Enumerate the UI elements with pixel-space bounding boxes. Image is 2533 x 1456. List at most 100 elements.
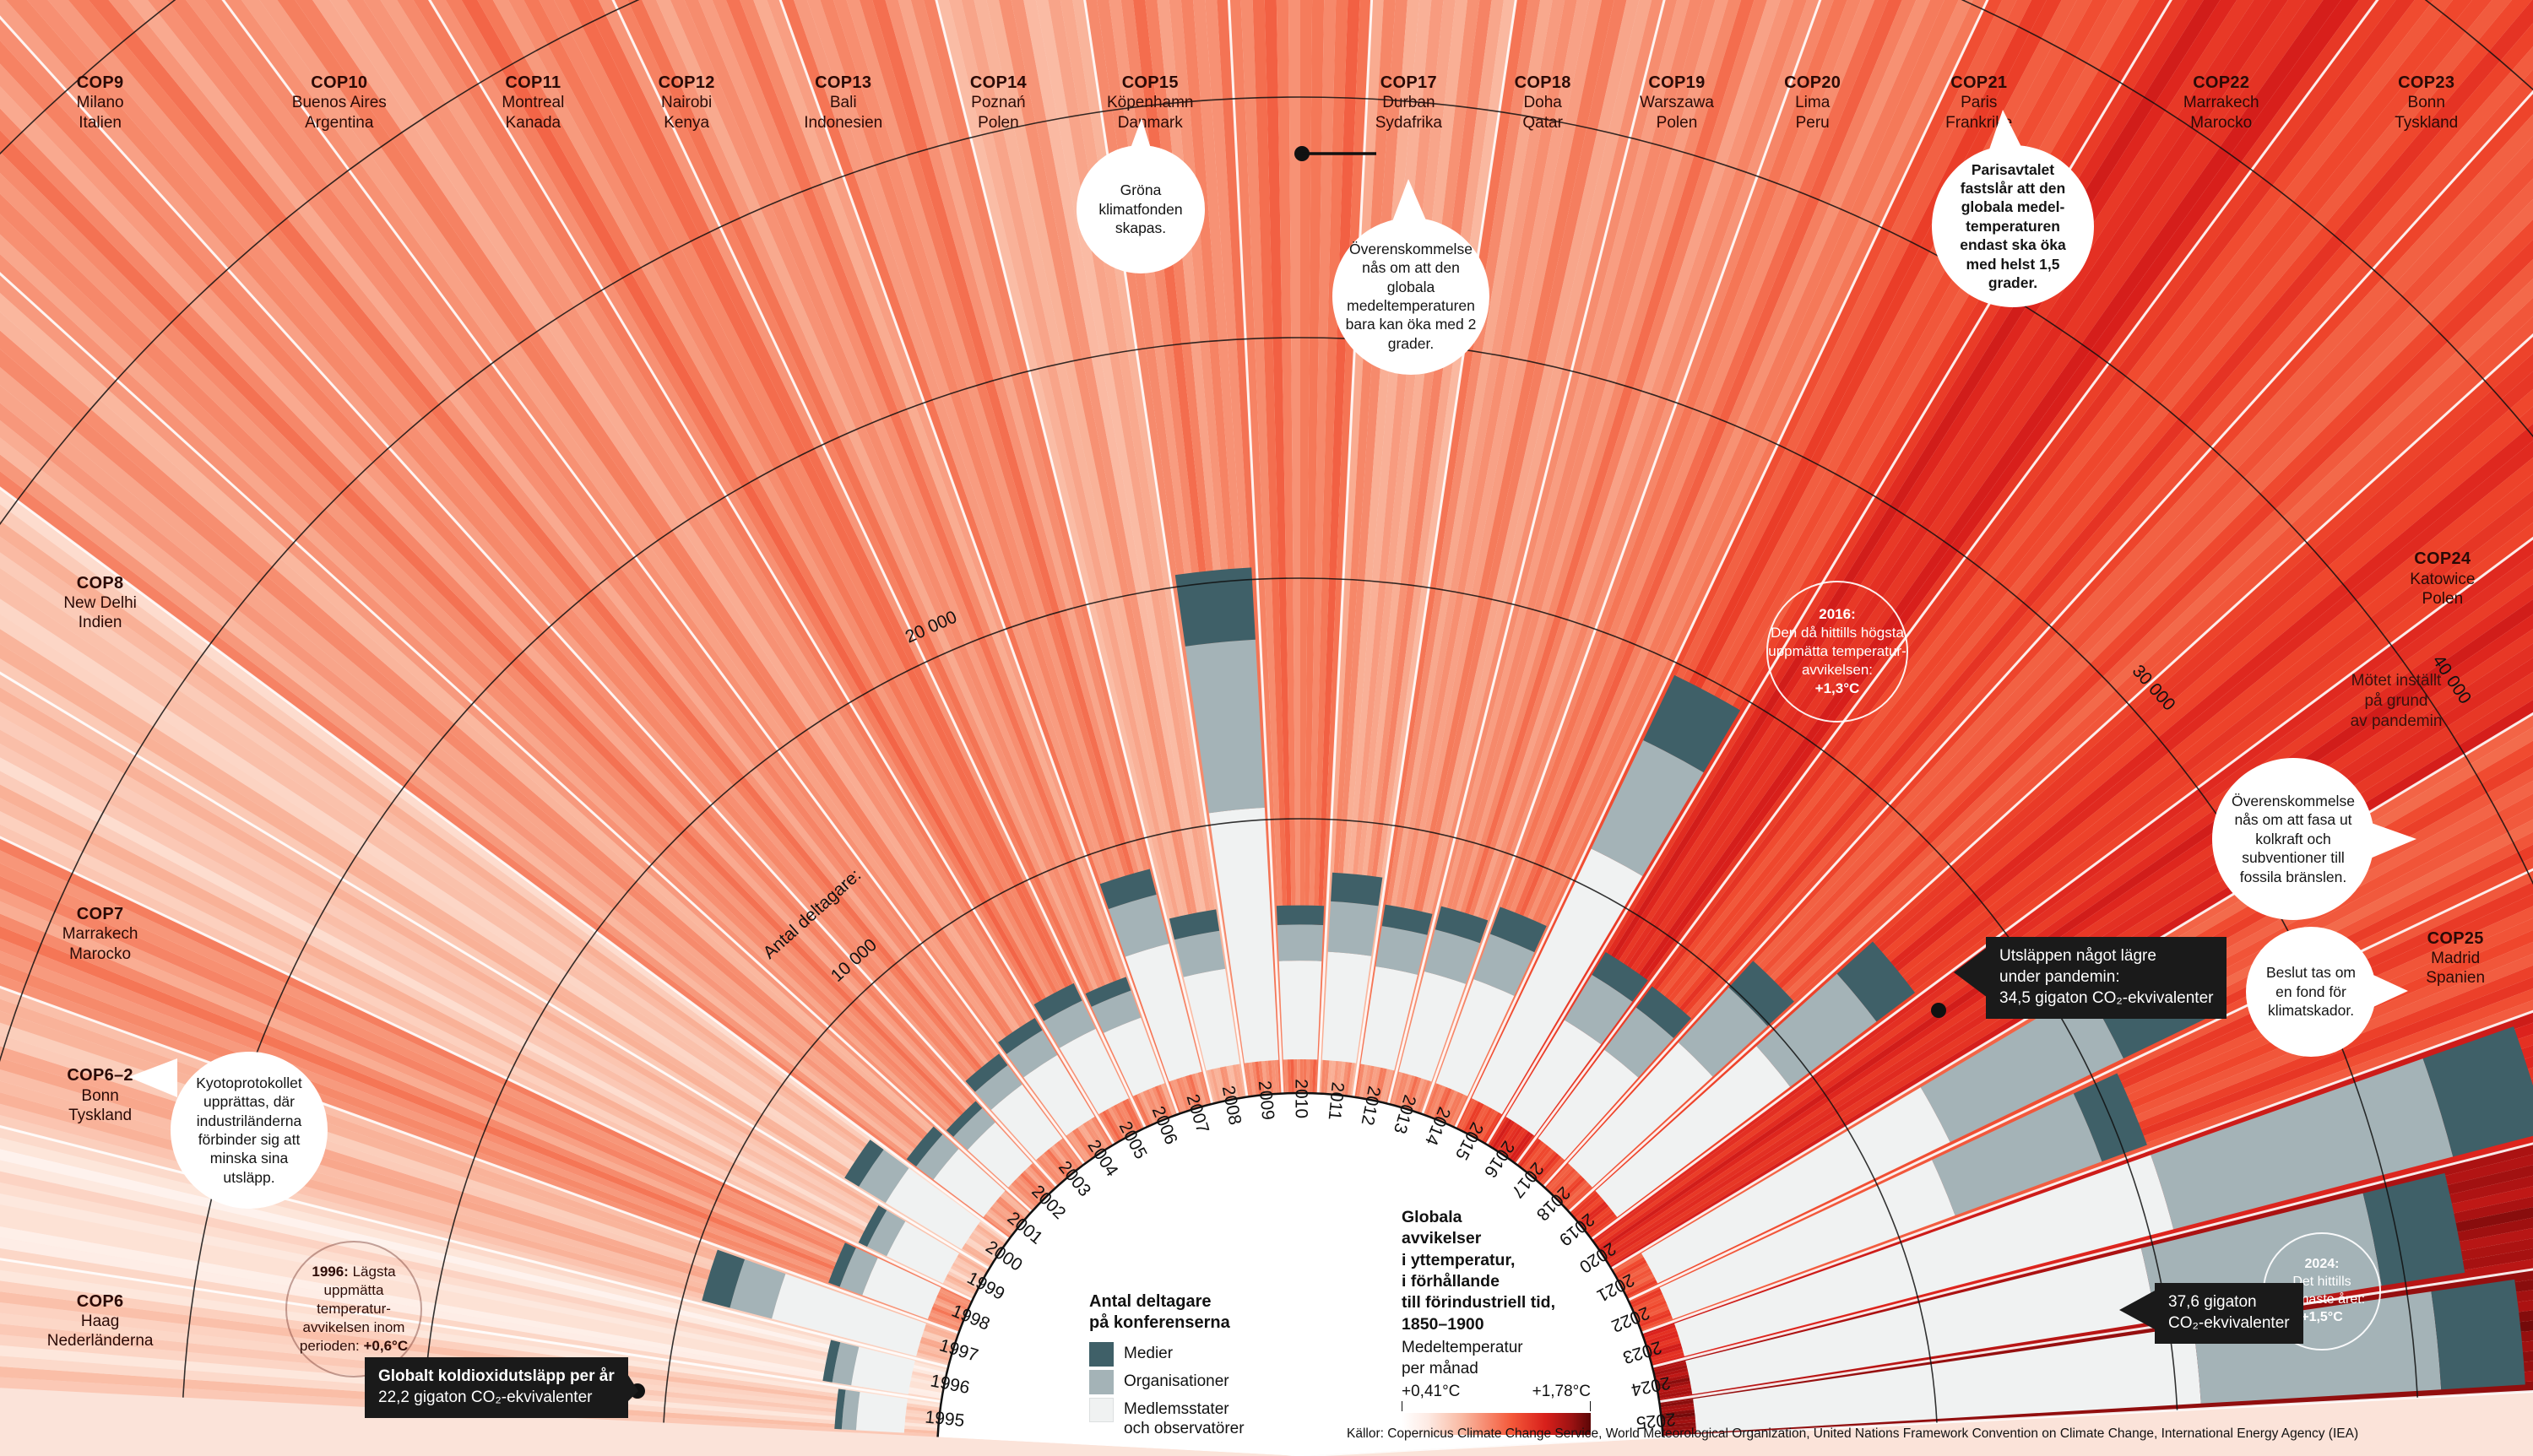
legend-participants: Antal deltagare på konferenserna Medier O… (1089, 1292, 1245, 1437)
baseline-arc (936, 1091, 1664, 1437)
temperature-stripe (1300, 0, 1703, 1456)
year-separator (611, 0, 1302, 1456)
year-separator (1299, 536, 2533, 1456)
bar-segment (1592, 952, 1648, 1002)
bar-segment (916, 1134, 959, 1180)
temperature-stripe (0, 701, 1300, 1456)
bar-segment (2422, 1026, 2533, 1157)
year-tick-label: 1995 (925, 1407, 966, 1431)
temperature-stripe (1300, 0, 1847, 1456)
temperature-stripe (1300, 522, 2533, 1456)
bar-segment (974, 1065, 1022, 1110)
bar-segment (1125, 943, 1202, 1082)
bar-segment (1276, 905, 1325, 925)
source-line: Källor: Copernicus Climate Change Servic… (1347, 1426, 2359, 1441)
bar-segment (885, 1167, 981, 1250)
bar-segment (1489, 907, 1547, 953)
temperature-stripe (1300, 0, 1861, 1456)
bar-segment (858, 1205, 887, 1248)
year-separator (0, 836, 1301, 1456)
temperature-stripe (0, 729, 1300, 1456)
temperature-stripe (910, 0, 1300, 1456)
bar-segment (1360, 966, 1418, 1071)
temperature-stripe (820, 0, 1300, 1456)
legend-item: Medier (1089, 1342, 1245, 1367)
cop16-leader (1294, 146, 1376, 161)
legend-item: Organisationer (1089, 1370, 1245, 1394)
temperature-stripe (1300, 554, 2533, 1456)
year-separator (0, 671, 1301, 1456)
bar-segment (832, 1342, 860, 1386)
temperature-stripe (767, 0, 1300, 1456)
bar-segment (1381, 904, 1433, 935)
bar-segment (828, 1242, 856, 1287)
temperature-stripe (1300, 506, 2533, 1456)
bar-segment (1643, 674, 1741, 773)
bar-segment (1033, 982, 1082, 1021)
bar-segment (1099, 869, 1157, 910)
temperature-stripe (1011, 0, 1300, 1456)
year-separator (1299, 0, 2379, 1456)
temperature-stripe (1023, 0, 1300, 1456)
bar-segment (1659, 1160, 1955, 1319)
year-separator (1299, 0, 1822, 1456)
temperature-stripe (670, 0, 1300, 1456)
bar-segment (1604, 1007, 1674, 1078)
bar-segment (1208, 807, 1279, 1064)
ring-note-2016: 2016: Den då hittills högsta uppmätta te… (1766, 581, 1908, 723)
temperature-stripe (1300, 0, 1742, 1456)
bar-segment (946, 1101, 983, 1137)
year-separator (428, 0, 1302, 1456)
bar-segment (1169, 909, 1220, 940)
bar-segment (1085, 977, 1131, 1007)
bar-segment (1473, 934, 1535, 996)
bar-segment (1277, 924, 1324, 961)
year-separator (1299, 0, 1666, 1456)
bar-segment (1375, 926, 1428, 975)
bar-segment (1327, 901, 1379, 956)
bar-segment (1595, 1046, 1791, 1218)
temperature-stripe (740, 0, 1300, 1456)
temperature-stripe (1072, 0, 1300, 1456)
bar-segment (965, 1053, 1008, 1092)
temperature-stripe (1300, 490, 2533, 1456)
bar-segment (2151, 1058, 2454, 1230)
bar-segment (2362, 1172, 2465, 1286)
bar-segment (1435, 979, 1515, 1096)
year-separator (0, 1258, 1301, 1456)
bar-segment (1836, 941, 1916, 1022)
temperature-stripe (1300, 457, 2533, 1456)
bar-segment (1564, 974, 1633, 1045)
bar-segment (1108, 894, 1169, 957)
year-tick-label: 2010 (1291, 1079, 1310, 1118)
temp-scale-max: +1,78°C (1532, 1383, 1591, 1401)
legend-label: Medier (1124, 1345, 1174, 1362)
bar-segment (702, 1249, 746, 1308)
year-separator (1083, 0, 1302, 1456)
temperature-stripe (0, 743, 1300, 1456)
year-separator (0, 486, 1301, 1456)
year-separator (1299, 0, 1374, 1456)
bar-segment (1321, 951, 1372, 1064)
bar-segment (1635, 986, 1691, 1038)
bar-segment (859, 1150, 909, 1204)
temperature-stripe (1300, 0, 1577, 1456)
bar-segment (1728, 961, 1794, 1026)
bar-segment (2431, 1279, 2525, 1390)
bar-segment (990, 1084, 1063, 1161)
year-separator (1299, 0, 2172, 1456)
bar-segment (1174, 930, 1226, 977)
legend-swatch (1089, 1370, 1114, 1394)
temperature-stripe (698, 0, 1300, 1456)
year-separator (1299, 1268, 2533, 1456)
bar-segment (953, 1107, 995, 1150)
bar-segment (967, 1122, 1033, 1188)
bar-segment (1044, 1000, 1096, 1048)
bar-segment (1591, 740, 1704, 876)
temperature-stripe (0, 629, 1300, 1456)
bar-segment (866, 1210, 906, 1257)
year-separator (778, 0, 1302, 1456)
legend-swatch (1089, 1342, 1114, 1367)
